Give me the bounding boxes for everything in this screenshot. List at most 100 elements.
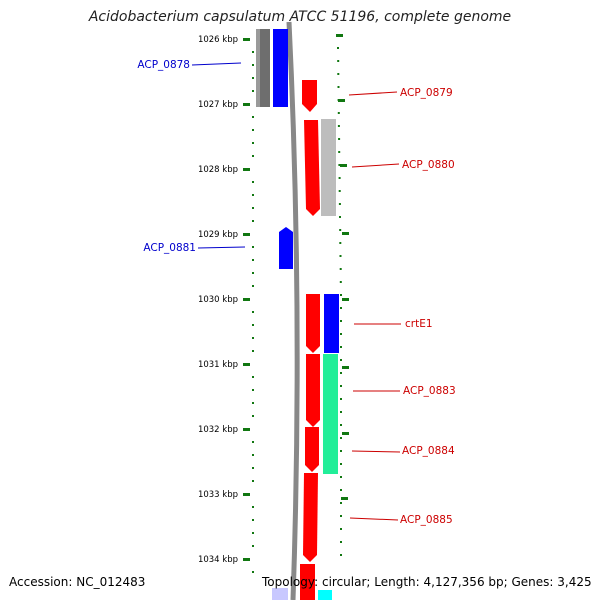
feature-acp0880[interactable] — [304, 120, 320, 216]
connector-acp0884 — [351, 450, 401, 453]
kbp-label: 1034 kbp — [198, 555, 238, 565]
kbp-label: 1032 kbp — [198, 425, 238, 435]
minor-tick — [252, 64, 254, 66]
left-ruler-minor-ticks — [252, 51, 254, 573]
minor-tick — [338, 138, 341, 140]
minor-tick — [252, 337, 254, 339]
kbp-label: 1030 kbp — [198, 295, 238, 305]
minor-tick — [252, 142, 254, 144]
minor-tick — [338, 203, 341, 205]
minor-tick — [337, 99, 340, 101]
minor-tick — [252, 129, 254, 131]
kbp-label: 1031 kbp — [198, 360, 238, 370]
minor-tick — [252, 506, 254, 508]
minor-tick — [340, 372, 342, 374]
minor-tick — [340, 528, 342, 530]
label-acp0884[interactable]: ACP_0884 — [402, 445, 455, 457]
minor-tick — [340, 437, 342, 439]
label-acp0883[interactable]: ACP_0883 — [403, 385, 456, 397]
minor-tick — [337, 73, 340, 75]
minor-tick — [340, 385, 342, 387]
genome-summary-text: Topology: circular; Length: 4,127,356 bp… — [262, 575, 592, 589]
minor-tick — [340, 398, 342, 400]
minor-tick — [252, 220, 254, 222]
feature-gray-highlight — [256, 29, 260, 107]
minor-tick — [340, 476, 342, 478]
minor-tick — [252, 376, 254, 378]
minor-tick — [340, 450, 342, 452]
minor-tick — [339, 242, 342, 244]
right-ruler — [336, 34, 349, 500]
minor-tick — [252, 454, 254, 456]
minor-tick — [340, 359, 342, 361]
minor-tick — [252, 155, 254, 157]
label-acp0885[interactable]: ACP_0885 — [400, 514, 453, 526]
feature-acp0879[interactable] — [302, 80, 317, 112]
label-acp0878[interactable]: ACP_0878 — [137, 59, 190, 71]
feature-partial-lightblue[interactable] — [272, 588, 288, 600]
kbp-label: 1027 kbp — [198, 100, 238, 110]
feature-crte1[interactable] — [324, 294, 339, 353]
label-acp0881[interactable]: ACP_0881 — [143, 242, 196, 254]
minor-tick — [252, 480, 254, 482]
kbp-label: 1028 kbp — [198, 165, 238, 175]
feature-crte1-red[interactable] — [306, 294, 320, 353]
minor-tick — [339, 229, 342, 231]
kbp-label: 1033 kbp — [198, 490, 238, 500]
feature-acp0885[interactable] — [303, 473, 318, 562]
left-ruler — [243, 38, 250, 561]
minor-tick — [252, 324, 254, 326]
connector-acp0879 — [348, 91, 398, 96]
connector-acp0885 — [349, 517, 399, 521]
minor-tick — [340, 346, 342, 348]
map-title: Acidobacterium capsulatum ATCC 51196, co… — [88, 9, 512, 25]
label-crte1[interactable]: crtE1 — [405, 318, 433, 330]
minor-tick — [252, 545, 254, 547]
label-acp0879[interactable]: ACP_0879 — [400, 87, 453, 99]
minor-tick — [339, 216, 341, 218]
minor-tick — [252, 77, 254, 79]
feature-gray-1028[interactable] — [321, 119, 336, 216]
kbp-label: 1026 kbp — [198, 35, 238, 45]
minor-tick — [252, 415, 254, 417]
minor-tick — [340, 463, 342, 465]
minor-tick — [252, 532, 254, 534]
minor-tick — [337, 60, 340, 62]
label-acp0880[interactable]: ACP_0880 — [402, 159, 455, 171]
feature-acp0883[interactable] — [323, 354, 338, 474]
minor-tick — [338, 177, 341, 179]
minor-tick — [339, 281, 342, 283]
feature-partial-cyan[interactable] — [318, 590, 332, 600]
minor-tick — [340, 554, 342, 556]
minor-tick — [252, 311, 254, 313]
minor-tick — [340, 502, 342, 504]
feature-acp0881[interactable] — [279, 227, 293, 269]
minor-tick — [252, 285, 254, 287]
minor-tick — [337, 47, 339, 49]
minor-tick — [340, 307, 342, 309]
kbp-label: 1029 kbp — [198, 230, 238, 240]
connector-acp0880 — [351, 163, 400, 168]
minor-tick — [252, 402, 254, 404]
minor-tick — [252, 116, 254, 118]
minor-tick — [252, 272, 254, 274]
minor-tick — [340, 541, 342, 543]
minor-tick — [252, 181, 254, 183]
minor-tick — [252, 51, 254, 53]
feature-acp0878[interactable] — [273, 29, 288, 107]
minor-tick — [252, 467, 254, 469]
minor-tick — [252, 259, 254, 261]
minor-tick — [340, 294, 342, 296]
feature-partial-red[interactable] — [300, 564, 315, 600]
minor-tick — [337, 112, 340, 114]
minor-tick — [252, 350, 254, 352]
minor-tick — [338, 190, 341, 192]
minor-tick — [340, 515, 342, 517]
minor-tick — [252, 207, 254, 209]
minor-tick — [252, 441, 254, 443]
minor-tick — [340, 320, 342, 322]
feature-acp0883-red[interactable] — [306, 354, 320, 427]
feature-acp0884[interactable] — [305, 427, 319, 472]
minor-tick — [337, 86, 340, 88]
